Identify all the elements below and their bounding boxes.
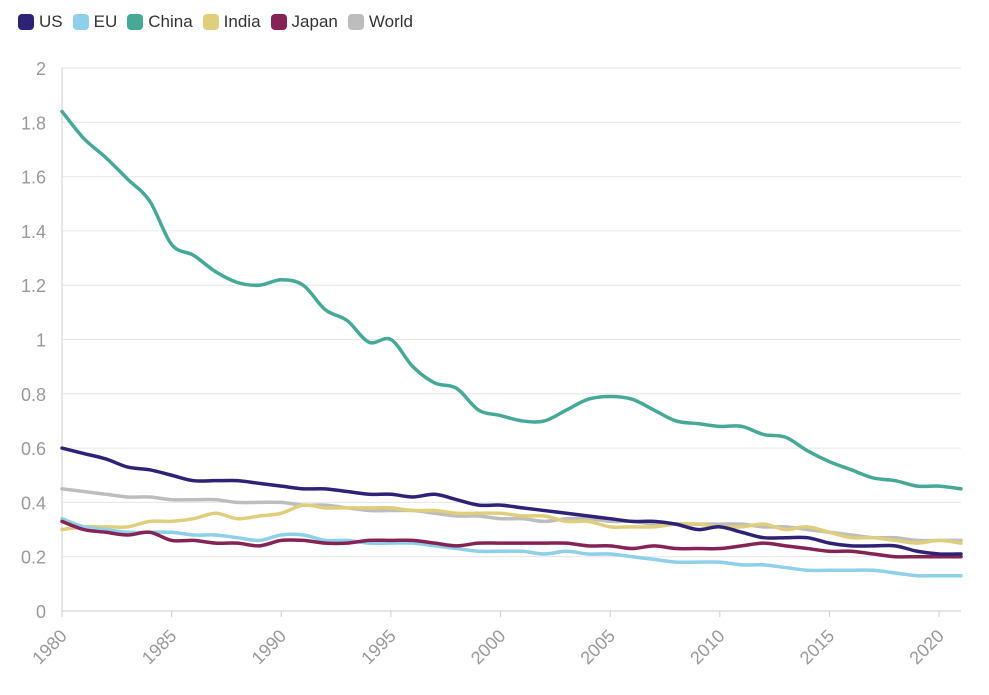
legend-item-india[interactable]: India [202, 12, 261, 32]
series-line-us[interactable] [60, 446, 963, 556]
legend-label: Japan [291, 12, 338, 31]
legend-swatch [72, 14, 89, 30]
legend-label: India [223, 12, 261, 31]
legend-item-japan[interactable]: Japan [270, 12, 338, 32]
y-tick-label: 1.4 [21, 222, 46, 242]
legend-swatch [347, 14, 364, 30]
y-tick-label: 0.6 [21, 439, 46, 459]
y-tick-label: 1 [36, 331, 46, 351]
y-tick-label: 2 [36, 59, 46, 79]
y-tick-label: 1.6 [21, 168, 46, 188]
x-tick-label: 1985 [138, 626, 180, 668]
legend-swatch [202, 14, 219, 30]
legend-swatch [127, 14, 144, 30]
x-tick-label: 1995 [357, 626, 399, 668]
legend: US EU China India Japan World [18, 12, 413, 32]
x-tick-label: 2015 [796, 626, 838, 668]
x-tick-label: 1980 [28, 626, 70, 668]
series-line-japan[interactable] [60, 519, 963, 559]
legend-item-china[interactable]: China [127, 12, 193, 32]
legend-swatch [18, 14, 34, 30]
legend-swatch [270, 14, 287, 30]
x-tick-label: 2005 [577, 626, 619, 668]
series-line-india[interactable] [60, 503, 963, 545]
y-tick-label: 1.2 [21, 276, 46, 296]
y-tick-label: 1.8 [21, 113, 46, 133]
series-line-eu[interactable] [60, 516, 963, 578]
legend-label: US [39, 12, 63, 31]
legend-item-us[interactable]: US [18, 12, 63, 32]
x-tick-label: 2000 [467, 626, 509, 668]
y-tick-label: 0.4 [21, 493, 46, 513]
legend-item-eu[interactable]: EU [72, 12, 118, 32]
x-tick-label: 1990 [248, 626, 290, 668]
y-tick-label: 0.8 [21, 385, 46, 405]
series-line-world[interactable] [60, 487, 963, 543]
legend-label: China [148, 12, 193, 31]
legend-label: EU [93, 12, 118, 31]
series-line-china[interactable] [60, 109, 963, 491]
legend-label: World [368, 12, 413, 31]
y-tick-label: 0.2 [21, 548, 46, 568]
x-tick-label: 2020 [905, 626, 947, 668]
legend-item-world[interactable]: World [347, 12, 413, 32]
x-tick-label: 2010 [686, 626, 728, 668]
y-tick-label: 0 [36, 602, 46, 622]
